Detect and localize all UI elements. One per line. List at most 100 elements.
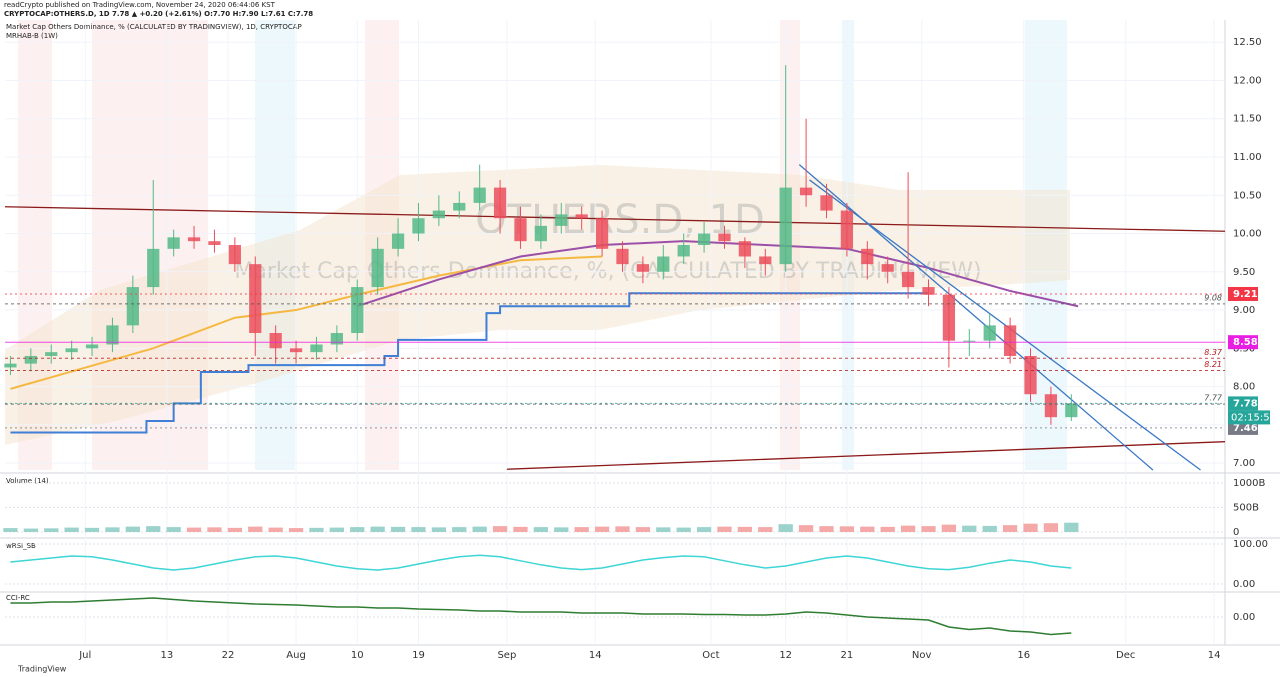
- level-label: 9.08: [1204, 293, 1222, 302]
- volume-bar: [982, 525, 997, 533]
- trendline: [809, 179, 1201, 471]
- header-line: MRHAB-B (1W): [6, 32, 58, 40]
- volume-bar: [594, 526, 610, 533]
- volume-bar: [839, 526, 855, 533]
- candle-body: [799, 187, 813, 196]
- price-tag-label: 8.58: [1233, 337, 1258, 348]
- volume-bar: [146, 526, 161, 533]
- y-tick-label: 10.00: [1233, 229, 1262, 240]
- y-tick-label: 0: [1233, 527, 1239, 538]
- volume-bar: [370, 526, 385, 533]
- candle-body: [269, 333, 282, 349]
- candle-body: [249, 264, 262, 334]
- volume-bar: [452, 527, 467, 533]
- volume-bar: [921, 526, 936, 533]
- volume-bar: [186, 527, 202, 533]
- volume-bar: [798, 525, 814, 533]
- y-tick-label: 11.00: [1233, 152, 1262, 163]
- candle-body: [330, 333, 343, 345]
- x-tick-label: 14: [1208, 650, 1221, 661]
- candle-body: [697, 233, 711, 245]
- volume-bar: [248, 526, 263, 533]
- price-tag: [1228, 396, 1258, 411]
- volume-bar: [390, 526, 406, 533]
- x-tick-label: Sep: [497, 650, 516, 661]
- volume-bar: [1002, 525, 1018, 533]
- x-tick-label: 16: [1017, 650, 1030, 661]
- volume-bar: [84, 527, 100, 533]
- volume-bar: [1023, 523, 1038, 533]
- x-tick-label: Oct: [702, 650, 719, 661]
- indicator-line: [10, 255, 603, 390]
- indicator-line: [10, 554, 1072, 571]
- price-tag: [1228, 335, 1258, 350]
- volume-bar: [329, 527, 345, 533]
- volume-bar: [941, 524, 957, 533]
- level-label: 8.21: [1204, 360, 1222, 369]
- volume-bar: [737, 526, 753, 533]
- candle-body: [514, 218, 527, 242]
- volume-bar: [166, 527, 181, 533]
- volume-bar: [492, 526, 508, 533]
- y-tick-label: 100.00: [1233, 539, 1268, 550]
- y-tick-label: 10.50: [1233, 190, 1262, 201]
- x-tick-label: 19: [412, 650, 425, 661]
- candle-body: [106, 325, 119, 345]
- level-label: 7.77: [1204, 394, 1223, 403]
- candle-body: [942, 294, 956, 341]
- volume-bar: [350, 527, 365, 533]
- y-tick-label: 9.00: [1233, 305, 1255, 316]
- footer-brand: TradingView: [17, 665, 67, 674]
- x-tick-label: 13: [160, 650, 173, 661]
- candle-body: [534, 225, 547, 242]
- y-tick-label: 0.00: [1233, 612, 1255, 623]
- candle-body: [1003, 325, 1017, 356]
- candle-body: [657, 256, 670, 272]
- pane-title: Volume (14): [6, 477, 49, 485]
- x-tick-label: 10: [351, 650, 364, 661]
- candle-body: [779, 187, 792, 265]
- candle-body: [718, 233, 731, 242]
- volume-bar: [717, 526, 732, 533]
- volume-bar: [44, 528, 59, 533]
- candle-body: [371, 248, 384, 288]
- volume-bar: [207, 527, 222, 533]
- y-tick-label: 500B: [1233, 503, 1259, 514]
- volume-bar: [900, 525, 916, 533]
- volume-bar: [656, 527, 671, 533]
- countdown-tag: [1228, 410, 1270, 425]
- countdown-label: 02:15:55: [1231, 412, 1276, 423]
- x-tick-label: Nov: [912, 650, 932, 661]
- volume-bar: [676, 527, 691, 533]
- header-line: Market Cap Others Dominance, % (CALCULAT…: [6, 23, 302, 31]
- candle-body: [289, 348, 303, 353]
- candle-body: [1044, 394, 1058, 418]
- candle-body: [861, 248, 874, 265]
- candle-body: [901, 271, 915, 288]
- volume-bar: [1043, 523, 1059, 533]
- candle-body: [473, 187, 486, 203]
- volume-bar: [819, 526, 834, 533]
- x-tick-label: 21: [841, 650, 854, 661]
- y-tick-label: 7.00: [1233, 458, 1255, 469]
- candle-body: [738, 241, 752, 257]
- trendline: [506, 441, 1226, 470]
- candle-body: [922, 287, 935, 295]
- candle-body: [493, 187, 507, 219]
- candle-body: [677, 245, 690, 257]
- price-tag-label: 7.46: [1233, 423, 1258, 434]
- y-tick-label: 11.50: [1233, 114, 1262, 125]
- volume-bar: [288, 528, 304, 533]
- candle-body: [881, 264, 894, 272]
- candle-body: [963, 340, 976, 342]
- candle-body: [840, 210, 854, 249]
- volume-bar: [309, 527, 324, 533]
- candle-body: [391, 233, 405, 249]
- candle-body: [4, 363, 17, 368]
- x-tick-label: Aug: [286, 650, 306, 661]
- candle-body: [228, 245, 241, 265]
- x-tick-label: Jul: [78, 650, 91, 661]
- candle-body: [453, 202, 466, 211]
- candle-body: [759, 256, 772, 265]
